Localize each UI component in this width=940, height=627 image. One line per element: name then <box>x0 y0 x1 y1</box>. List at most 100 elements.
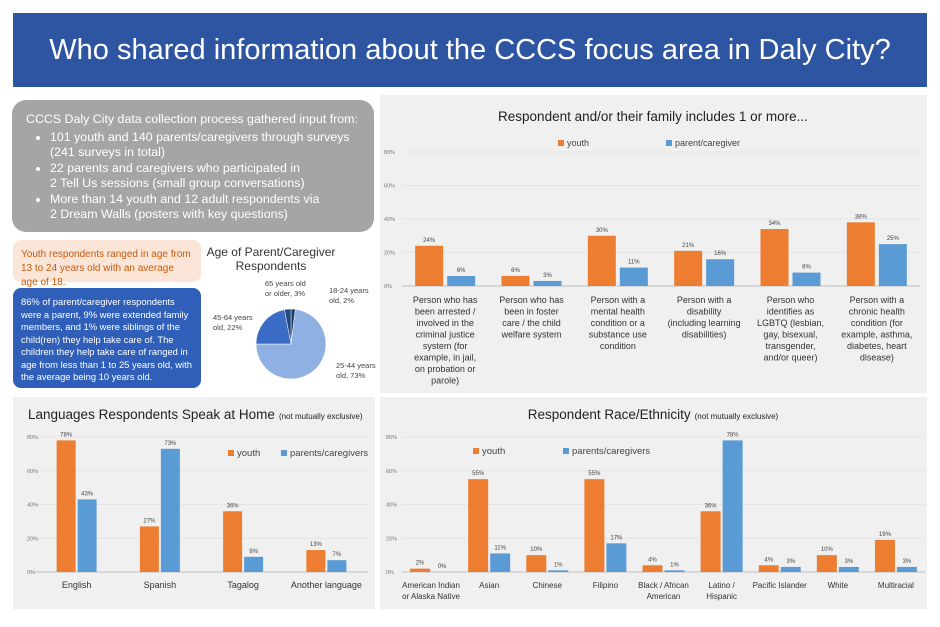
chart-title: Age of Parent/Caregiver Respondents <box>207 245 336 273</box>
bar-parent <box>722 440 743 572</box>
bar-parent <box>606 543 627 572</box>
category-label-line: LGBTQ (lesbian, <box>757 318 824 328</box>
category-label-line: Multiracial <box>878 581 914 590</box>
category-label-line: Another language <box>291 580 362 590</box>
data-label: 43% <box>81 491 94 497</box>
bar-parent <box>244 556 264 572</box>
bar-parent <box>77 499 97 572</box>
bar-youth <box>700 511 721 572</box>
category-label-line: example, in jail, <box>414 353 476 363</box>
category-label: Pacific Islander <box>753 581 808 590</box>
legend-label-youth: youth <box>482 446 505 457</box>
category-label-line: gay, bisexual, <box>763 330 817 340</box>
bar-youth <box>468 479 489 572</box>
y-tick-label: 0% <box>27 570 35 576</box>
category-label: Chinese <box>533 581 563 590</box>
summary-item-text: (241 surveys in total) <box>50 145 166 159</box>
category-label-line: Filipino <box>593 581 619 590</box>
data-label: 10% <box>821 547 834 553</box>
summary-item-tell-us: 22 parents and caregivers who participat… <box>50 161 364 192</box>
summary-item-surveys: 101 youth and 140 parents/caregivers thr… <box>50 130 364 161</box>
category-label-line: criminal justice <box>416 330 475 340</box>
data-label: 24% <box>423 238 436 244</box>
y-tick-label: 0% <box>386 570 394 576</box>
data-label: 34% <box>768 221 781 227</box>
race-chart-panel: Respondent Race/Ethnicity (not mutually e… <box>380 397 927 609</box>
category-label-line: Latino / <box>708 581 735 590</box>
y-tick-label: 80% <box>27 435 38 441</box>
category-label-line: parole) <box>431 376 459 386</box>
data-label: 8% <box>802 265 811 271</box>
pie-slice-label-line: 45-64 years <box>213 313 253 322</box>
race-chart: Respondent Race/Ethnicity (not mutually e… <box>386 407 925 601</box>
category-label: Filipino <box>593 581 619 590</box>
data-label: 6% <box>457 268 466 274</box>
category-label: Tagalog <box>227 580 259 590</box>
category-label: Asian <box>479 581 499 590</box>
category-label-line: Person with a <box>850 295 905 305</box>
data-label: 10% <box>530 547 543 553</box>
summary-intro: CCCS Daly City data collection process g… <box>26 112 358 126</box>
pie-slice-label: 65 years old or older, 3% <box>265 279 306 298</box>
chart-title: Respondent and/or their family includes … <box>498 109 808 124</box>
y-tick-label: 40% <box>384 217 395 223</box>
y-tick-label: 20% <box>386 536 397 542</box>
language-chart: Languages Respondents Speak at Home (not … <box>27 407 368 590</box>
data-label: 38% <box>855 214 868 220</box>
family-chart: Respondent and/or their family includes … <box>384 109 920 386</box>
y-tick-label: 60% <box>384 184 395 190</box>
category-label-line: welfare system <box>500 330 561 340</box>
category-label-line: Person who has <box>413 295 478 305</box>
summary-item-text: 101 youth and 140 parents/caregivers thr… <box>50 129 350 144</box>
bar-youth <box>415 245 444 286</box>
bar-youth <box>846 222 875 286</box>
language-chart-panel: Languages Respondents Speak at Home (not … <box>13 397 375 609</box>
bar-parent <box>327 560 347 572</box>
data-label: 13% <box>310 542 323 548</box>
category-label-line: Person with a <box>591 295 646 305</box>
legend-label-youth: youth <box>237 448 260 459</box>
summary-item-dream-walls: More than 14 youth and 12 adult responde… <box>50 192 364 223</box>
category-label-line: Pacific Islander <box>753 581 808 590</box>
bar-parent <box>896 566 917 572</box>
legend-swatch-parent <box>666 140 672 146</box>
bar-parent <box>619 267 648 286</box>
bar-youth <box>139 526 159 572</box>
category-label-line: Chinese <box>533 581 563 590</box>
category-label-line: Person who <box>767 295 815 305</box>
category-label-line: Hispanic <box>706 592 737 601</box>
pie-slice-label: 18-24 years old, 2% <box>329 286 369 305</box>
data-label: 3% <box>543 273 552 279</box>
category-label: White <box>828 581 849 590</box>
pie-slice-label-line: or older, 3% <box>265 289 305 298</box>
chart-subtitle: (not mutually exclusive) <box>695 412 779 421</box>
data-label: 16% <box>714 251 727 257</box>
legend-label-parent: parents/caregivers <box>572 446 650 457</box>
pie-slice <box>255 309 292 345</box>
summary-item-text: 2 Tell Us sessions (small group conversa… <box>50 176 305 190</box>
data-label: 3% <box>844 559 853 565</box>
category-label-line: Spanish <box>144 580 177 590</box>
chart-title-line: Age of Parent/Caregiver <box>207 245 336 259</box>
category-label-line: substance use <box>589 330 647 340</box>
category-label: Person who has been in foster care / the c… <box>499 295 564 340</box>
bar-parent <box>780 566 801 572</box>
category-label-line: been arrested / <box>415 307 476 317</box>
bar-youth <box>306 550 326 572</box>
y-tick-label: 40% <box>27 503 38 509</box>
category-label: Person with a chronic health condition (fo… <box>841 295 912 363</box>
bar-youth <box>587 235 616 286</box>
bar-youth <box>758 565 779 572</box>
bar-parent <box>878 244 907 286</box>
data-label: 6% <box>511 268 520 274</box>
data-label: 4% <box>764 557 773 563</box>
chart-title-text: Respondent Race/Ethnicity <box>528 407 691 422</box>
family-chart-panel: Respondent and/or their family includes … <box>380 95 927 393</box>
chart-subtitle: (not mutually exclusive) <box>279 412 363 421</box>
category-label-line: been in foster <box>504 307 559 317</box>
legend-swatch-parent <box>563 448 569 454</box>
chart-title-line: Respondents <box>236 259 307 273</box>
bar-youth <box>410 568 431 572</box>
category-label-line: example, asthma, <box>841 330 912 340</box>
category-label-line: Black / African <box>638 581 689 590</box>
